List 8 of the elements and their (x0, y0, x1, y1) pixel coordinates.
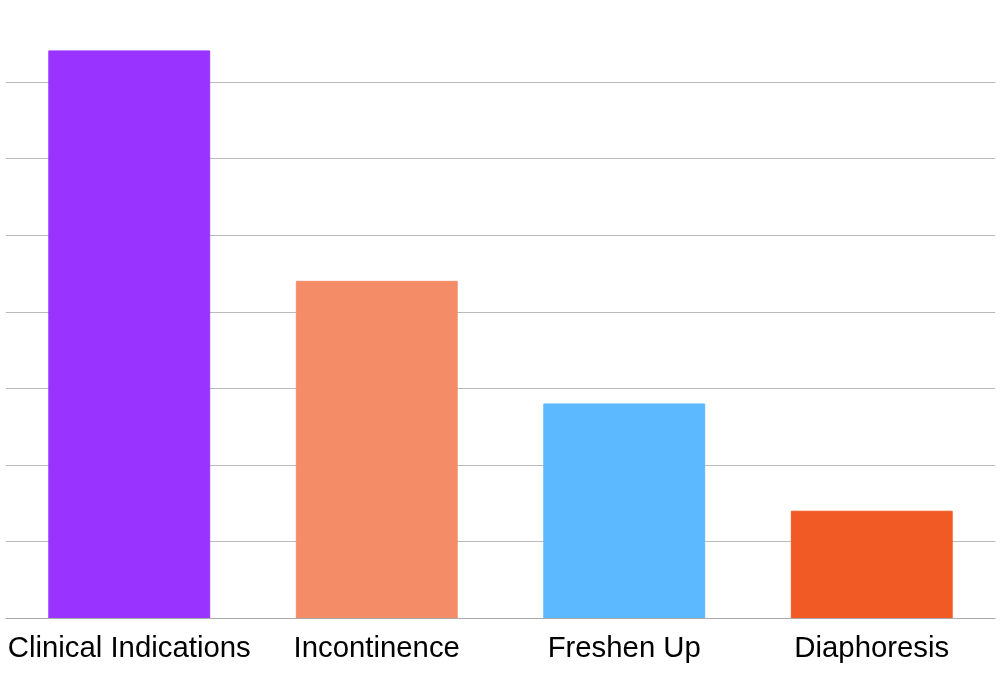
x-tick-label: Freshen Up (547, 629, 701, 663)
bar (295, 280, 458, 619)
bar (790, 510, 953, 619)
x-tick-label: Diaphoresis (794, 629, 950, 663)
bar (543, 403, 706, 619)
x-tick-label: Incontinence (293, 629, 460, 663)
bar (48, 50, 211, 619)
x-tick-label: Clinical Indications (7, 629, 251, 663)
